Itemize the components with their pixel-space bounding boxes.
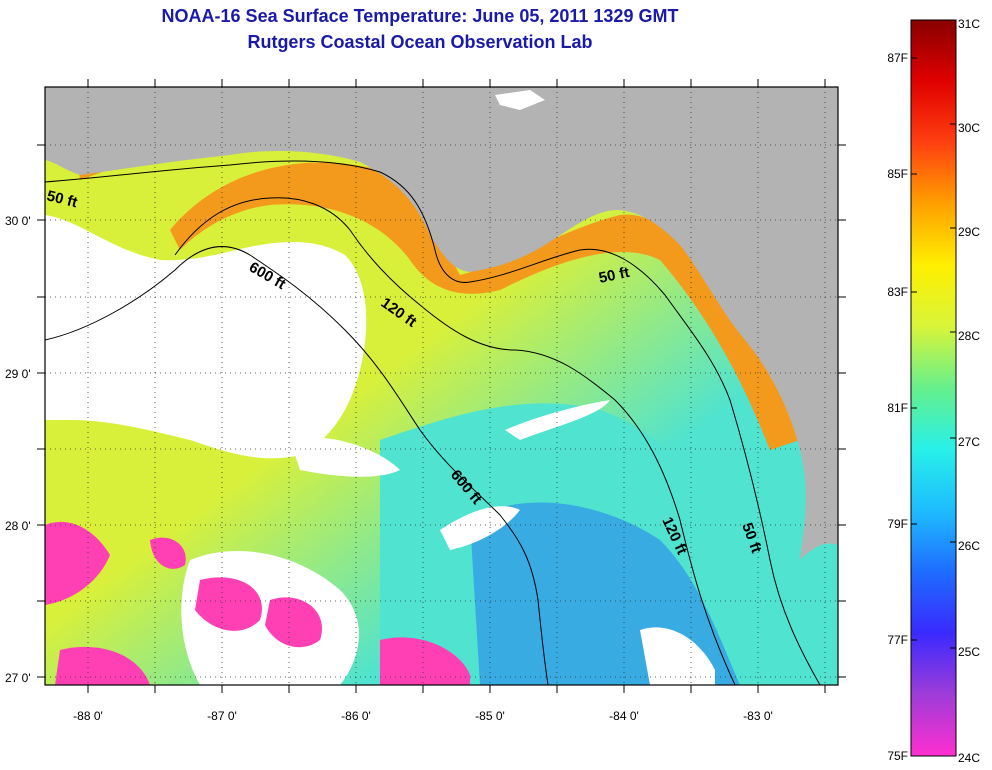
fahrenheit-label: 87F bbox=[887, 51, 908, 65]
cloud-cover bbox=[495, 90, 545, 110]
cold-artifact-patch bbox=[265, 597, 322, 648]
cloud-cover bbox=[640, 627, 715, 685]
longitude-label: -86 0' bbox=[341, 709, 371, 723]
fahrenheit-label: 75F bbox=[887, 749, 908, 763]
longitude-label: -84 0' bbox=[609, 709, 639, 723]
cloud-cover bbox=[45, 215, 367, 459]
cold-artifact-patch bbox=[195, 577, 262, 631]
latitude-label: 28 0' bbox=[5, 519, 31, 533]
cold-artifact-patch bbox=[380, 637, 470, 685]
map-title: NOAA-16 Sea Surface Temperature: June 05… bbox=[161, 6, 679, 26]
longitude-label: -88 0' bbox=[73, 709, 103, 723]
longitude-label: -85 0' bbox=[475, 709, 505, 723]
celsius-label: 24C bbox=[958, 751, 980, 765]
contour-label: 50 ft bbox=[45, 187, 79, 211]
latitude-label: 27 0' bbox=[5, 671, 31, 685]
cloud-cover bbox=[505, 400, 610, 440]
latitude-label: 30 0' bbox=[5, 214, 31, 228]
lat-lon-grid bbox=[45, 87, 838, 685]
warm-coastal-water bbox=[170, 162, 800, 450]
celsius-label: 31C bbox=[958, 17, 980, 31]
map-frame bbox=[44, 86, 839, 686]
land-mass bbox=[45, 87, 838, 560]
fahrenheit-label: 81F bbox=[887, 401, 908, 415]
cold-artifact-patch bbox=[150, 537, 186, 569]
celsius-label: 30C bbox=[958, 121, 980, 135]
fahrenheit-label: 79F bbox=[887, 517, 908, 531]
fahrenheit-label: 83F bbox=[887, 285, 908, 299]
celsius-label: 26C bbox=[958, 539, 980, 553]
fahrenheit-label: 85F bbox=[887, 167, 908, 181]
colorbar-ticks bbox=[911, 19, 956, 757]
map-ticks bbox=[37, 79, 846, 693]
cloud-cover bbox=[290, 437, 400, 477]
cold-artifact-patch bbox=[55, 646, 150, 685]
map-plot-area bbox=[45, 87, 838, 685]
colorbar-scale bbox=[910, 19, 957, 757]
fahrenheit-label: 77F bbox=[887, 633, 908, 647]
latitude-label: 29 0' bbox=[5, 367, 31, 381]
contour-label: 50 ft bbox=[597, 264, 631, 287]
map-subtitle: Rutgers Coastal Ocean Observation Lab bbox=[247, 32, 593, 52]
celsius-label: 27C bbox=[958, 435, 980, 449]
contour-600ft bbox=[45, 246, 549, 685]
cold-artifact-patch bbox=[45, 521, 110, 605]
contour-120ft bbox=[174, 197, 736, 685]
longitude-label: -87 0' bbox=[207, 709, 237, 723]
celsius-label: 29C bbox=[958, 225, 980, 239]
cloud-cover bbox=[440, 506, 520, 550]
longitude-label: -83 0' bbox=[743, 709, 773, 723]
temperature-colorbar: 31C 30C 29C 28C 27C 26C 25C 24C 87F 85F … bbox=[887, 17, 980, 765]
celsius-label: 28C bbox=[958, 329, 980, 343]
contour-50ft-west bbox=[45, 160, 821, 685]
celsius-label: 25C bbox=[958, 645, 980, 659]
